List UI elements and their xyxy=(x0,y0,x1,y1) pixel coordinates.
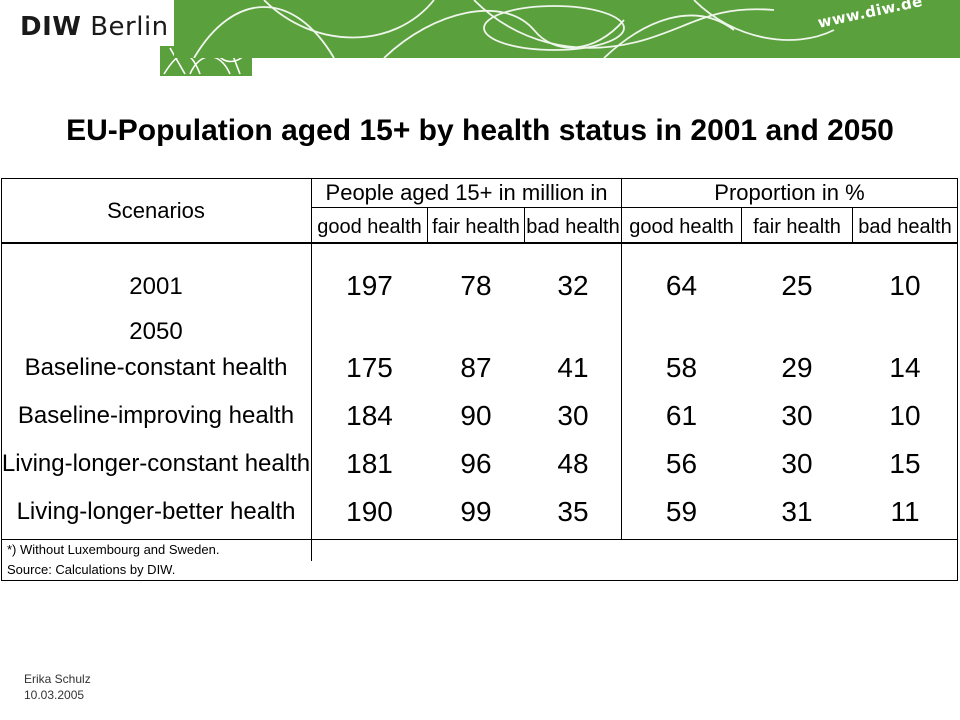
logo-bold-text: DIW xyxy=(20,12,82,42)
slide-title: EU-Population aged 15+ by health status … xyxy=(66,114,894,147)
row-label: Living-longer-better health xyxy=(16,498,296,525)
source-note: Source: Calculations by DIW. xyxy=(7,562,176,577)
table-cell: 11 xyxy=(890,496,920,527)
row-label: Baseline-improving health xyxy=(17,402,295,429)
header-bottom-line xyxy=(1,242,957,244)
group-divider-line xyxy=(621,178,622,540)
table-cell: 30 xyxy=(781,448,813,479)
table-frame xyxy=(1,178,958,581)
subheader-bad-health: bad health xyxy=(526,216,620,238)
diw-logo: DIW Berlin xyxy=(20,12,169,42)
table-cell: 87 xyxy=(460,352,492,383)
table-cell: 175 xyxy=(346,352,393,383)
notes-divider-line xyxy=(1,539,957,540)
row-label: 2001 xyxy=(129,273,183,300)
row-label: 2050 xyxy=(129,318,183,345)
table-cell: 41 xyxy=(557,352,589,383)
table-cell: 197 xyxy=(346,270,393,301)
scenarios-header: Scenarios xyxy=(107,198,205,223)
subheader-good-health-pct: good health xyxy=(629,216,734,238)
people-group-header: People aged 15+ in million in xyxy=(325,180,608,205)
subheader-bad-health-pct: bad health xyxy=(858,216,952,238)
author-name: Erika Schulz xyxy=(24,672,91,686)
table-cell: 10 xyxy=(889,270,921,301)
table-cell: 29 xyxy=(781,352,813,383)
slide-date: 10.03.2005 xyxy=(24,688,85,702)
scenario-column-line xyxy=(311,178,312,561)
subheader-line xyxy=(524,207,525,243)
table-cell: 10 xyxy=(889,400,921,431)
footnote: *) Without Luxembourg and Sweden. xyxy=(7,542,220,557)
subheader-fair-health: fair health xyxy=(432,216,520,238)
subheader-line xyxy=(427,207,428,243)
table-cell: 32 xyxy=(557,270,589,301)
subheader-fair-health-pct: fair health xyxy=(753,216,841,238)
table-cell: 25 xyxy=(781,270,813,301)
table-cell: 61 xyxy=(665,400,698,431)
table-cell: 35 xyxy=(557,496,589,527)
table-cell: 99 xyxy=(460,496,492,527)
table-cell: 184 xyxy=(346,400,393,431)
table-cell: 90 xyxy=(460,400,492,431)
data-table: Scenarios People aged 15+ in million in … xyxy=(1,178,958,581)
table-cell: 15 xyxy=(889,448,921,479)
subheader-line xyxy=(852,207,853,243)
table-cell: 181 xyxy=(346,448,393,479)
table-cell: 30 xyxy=(781,400,813,431)
row-label: Living-longer-constant health xyxy=(1,450,311,477)
subheader-line xyxy=(741,207,742,243)
table-cell: 56 xyxy=(665,448,698,479)
table-cell: 31 xyxy=(781,496,813,527)
table-cell: 48 xyxy=(557,448,589,479)
header-divider-line xyxy=(311,207,957,208)
table-cell: 58 xyxy=(665,352,698,383)
table-cell: 14 xyxy=(889,352,921,383)
proportion-group-header: Proportion in % xyxy=(714,180,865,205)
row-label: Baseline-constant health xyxy=(24,354,288,381)
table-cell: 30 xyxy=(557,400,589,431)
table-cell: 59 xyxy=(665,496,698,527)
logo-regular-text: Berlin xyxy=(90,12,169,42)
subheader-good-health: good health xyxy=(317,216,422,238)
table-cell: 78 xyxy=(460,270,492,301)
header-banner xyxy=(174,0,960,58)
table-cell: 96 xyxy=(460,448,492,479)
table-cell: 64 xyxy=(665,270,698,301)
slide-footer: Erika Schulz 10.03.2005 xyxy=(24,671,91,703)
table-cell: 190 xyxy=(346,496,393,527)
